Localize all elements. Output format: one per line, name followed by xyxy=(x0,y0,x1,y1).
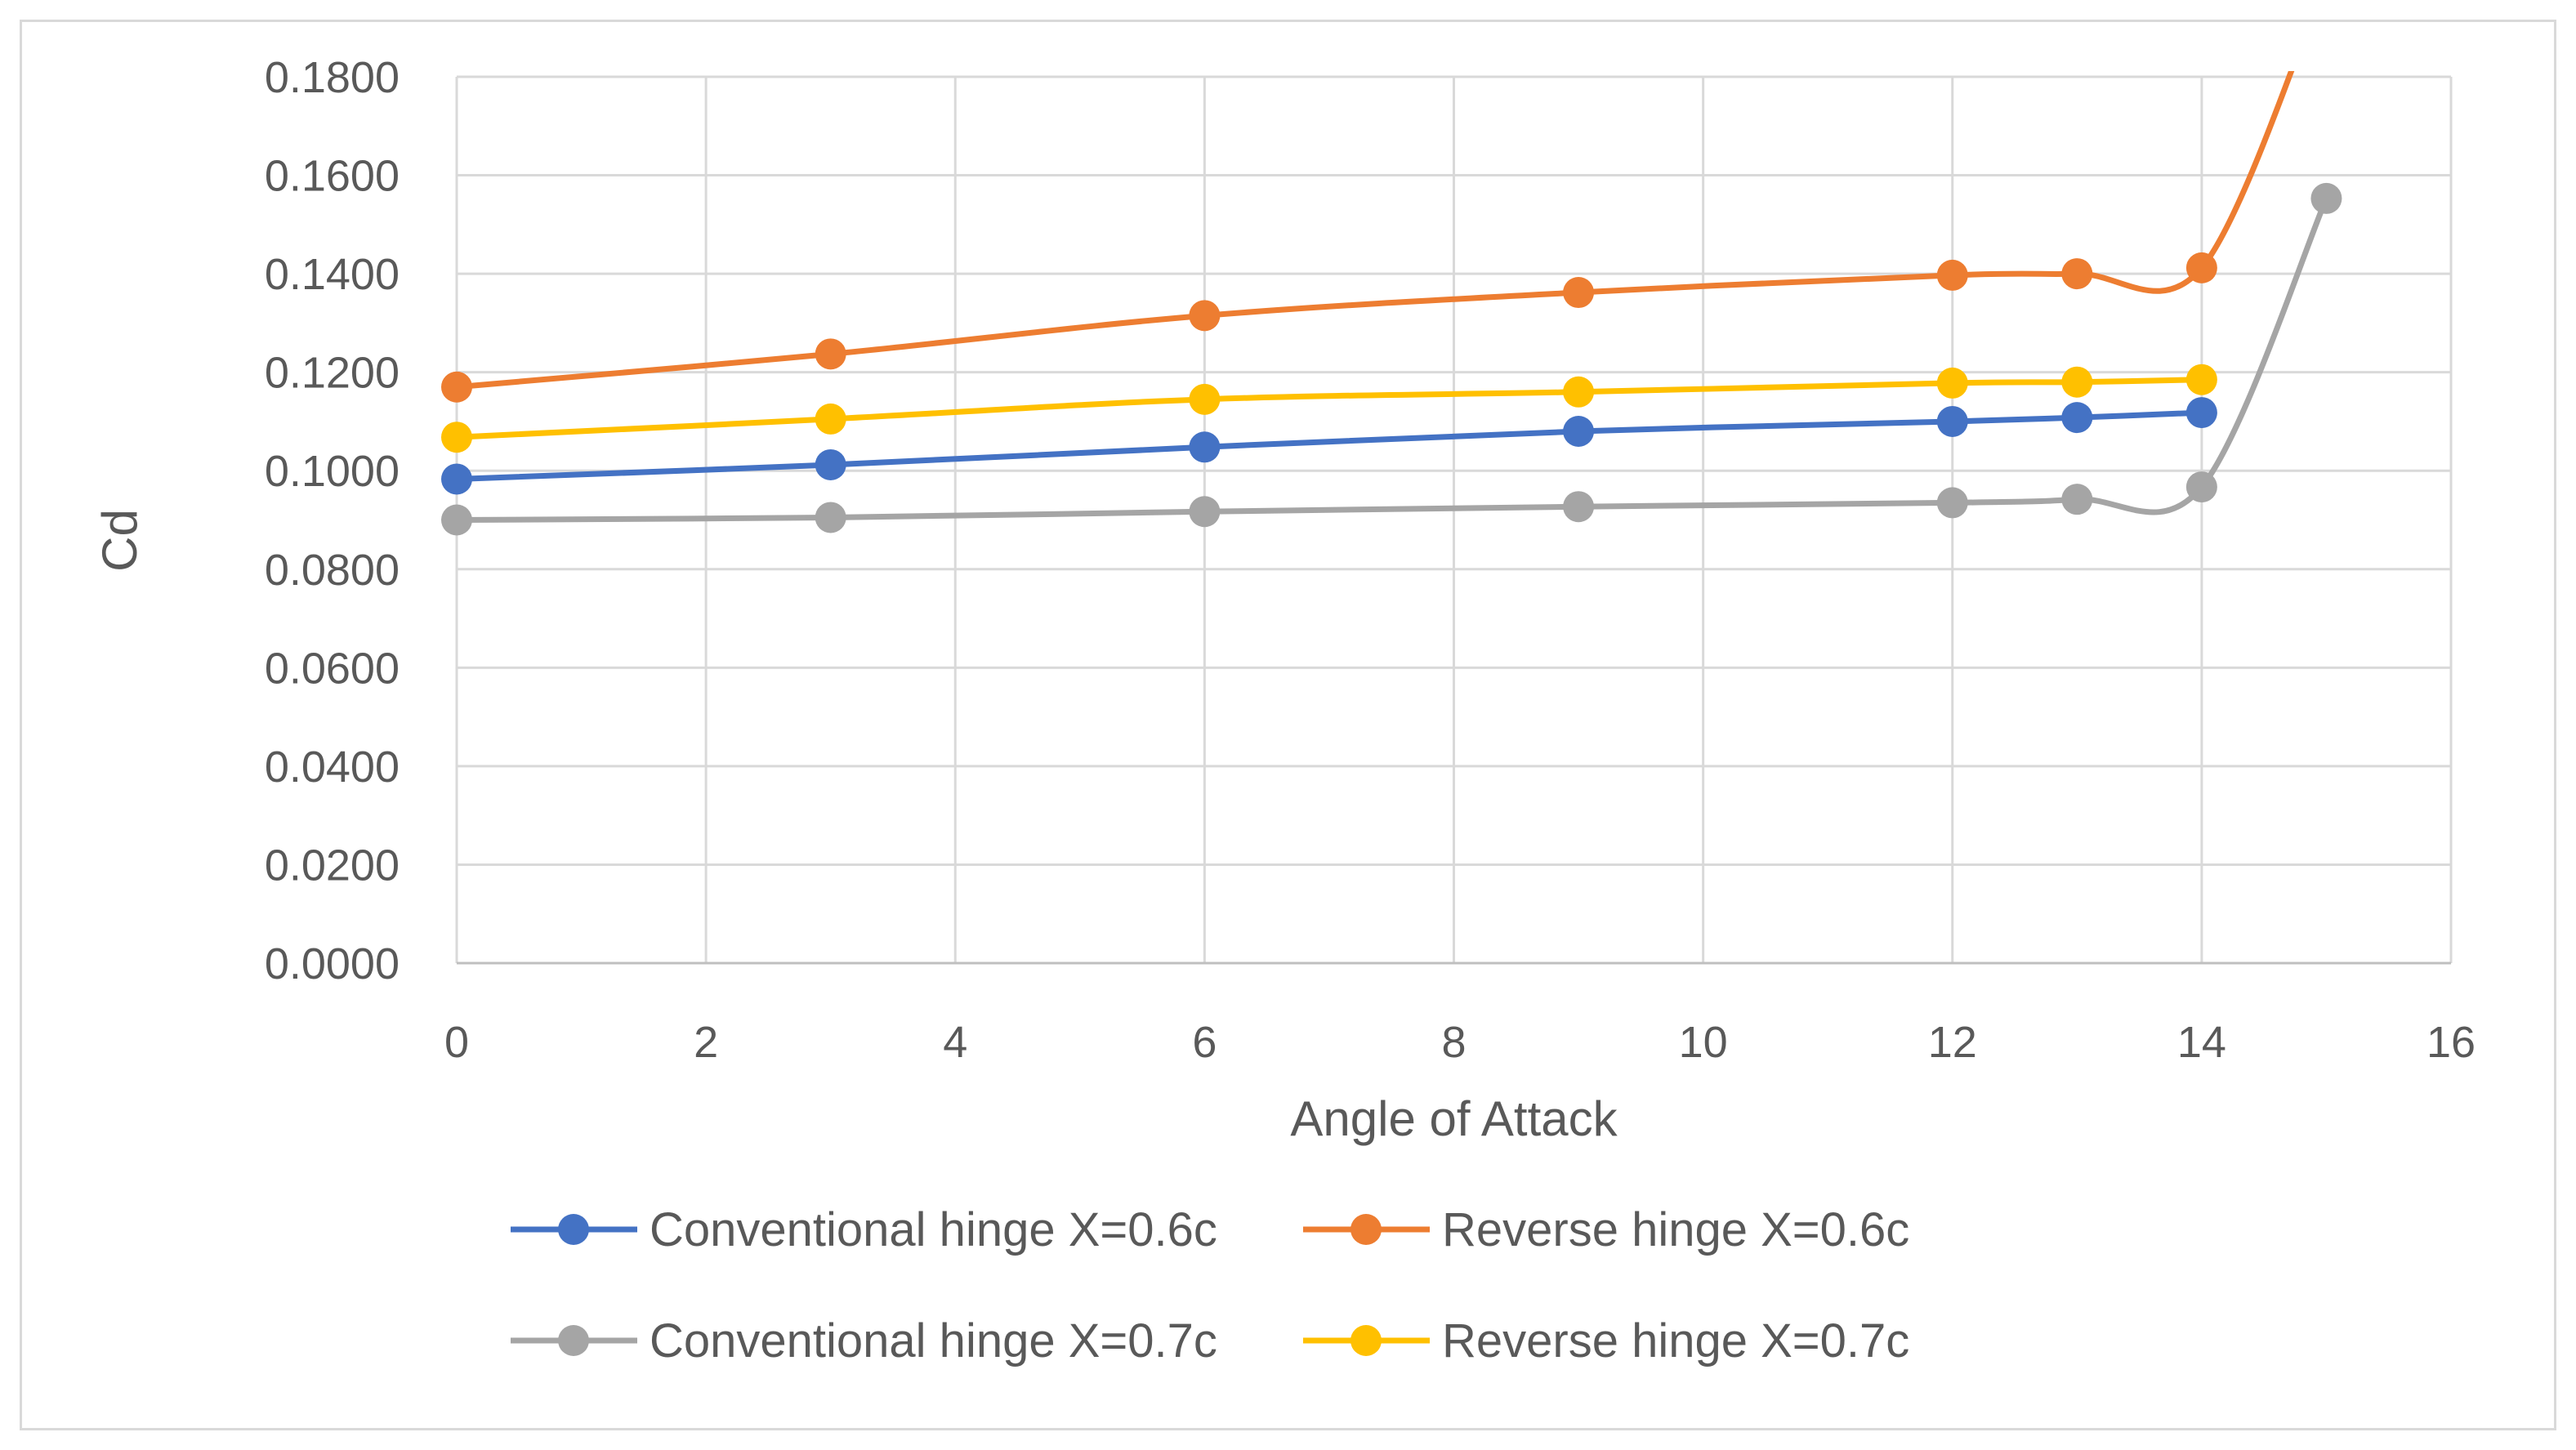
data-point xyxy=(2310,182,2342,214)
line-chart: 0.0000 0.0200 0.0400 0.0600 0.0800 0.1000 0.12… xyxy=(92,53,2476,1367)
legend-swatch-marker xyxy=(558,1214,589,1245)
data-point xyxy=(1563,376,1595,408)
series-group xyxy=(441,71,2342,536)
data-point xyxy=(1563,416,1595,447)
data-point xyxy=(2061,366,2093,398)
series-line xyxy=(456,409,2203,482)
data-point xyxy=(1189,431,1221,463)
x-axis-title: Angle of Attack xyxy=(1290,1091,1618,1146)
data-point xyxy=(441,422,472,453)
data-point xyxy=(815,502,846,533)
legend: Conventional hinge X=0.6c Reverse hinge X… xyxy=(511,1203,1909,1367)
legend-swatch-marker xyxy=(558,1325,589,1356)
legend-swatch-marker xyxy=(1351,1214,1382,1245)
y-tick-label: 0.1400 xyxy=(265,250,400,299)
data-point xyxy=(2061,484,2093,515)
data-point xyxy=(2185,364,2217,395)
data-point xyxy=(815,448,846,480)
series-line xyxy=(456,377,2202,440)
data-point xyxy=(1189,383,1221,415)
legend-label: Reverse hinge X=0.6c xyxy=(1442,1203,1909,1256)
x-tick-label: 0 xyxy=(444,1018,469,1067)
data-point xyxy=(2061,258,2093,290)
y-tick-label: 0.1200 xyxy=(265,349,400,398)
data-point xyxy=(2185,397,2217,429)
data-point xyxy=(2185,471,2217,503)
x-tick-label: 8 xyxy=(1441,1018,1466,1067)
x-tick-label: 12 xyxy=(1928,1018,1977,1067)
y-tick-label: 0.1000 xyxy=(265,447,400,496)
x-tick-label: 2 xyxy=(694,1018,718,1067)
data-point xyxy=(2061,402,2093,434)
y-axis-title: Cd xyxy=(92,509,147,572)
chart-area: 0.0000 0.0200 0.0400 0.0600 0.0800 0.1000 0.12… xyxy=(20,20,2556,1430)
data-point xyxy=(1189,300,1221,332)
data-point xyxy=(1563,491,1595,523)
legend-label: Reverse hinge X=0.7c xyxy=(1442,1314,1909,1367)
y-tick-label: 0.0400 xyxy=(265,743,400,792)
x-tick-label: 10 xyxy=(1679,1018,1728,1067)
data-point xyxy=(2185,252,2217,283)
data-point xyxy=(441,371,472,403)
x-tick-label: 16 xyxy=(2426,1018,2476,1067)
y-tick-label: 0.0000 xyxy=(265,939,400,988)
data-point xyxy=(1189,496,1221,528)
x-tick-label: 4 xyxy=(943,1018,967,1067)
data-point xyxy=(1936,259,1968,291)
data-point xyxy=(1936,367,1968,399)
data-point xyxy=(1563,277,1595,309)
y-tick-label: 0.0800 xyxy=(265,546,400,595)
data-point xyxy=(441,504,472,536)
data-point xyxy=(815,403,846,435)
x-tick-label: 6 xyxy=(1192,1018,1217,1067)
y-tick-label: 0.1800 xyxy=(265,53,400,102)
x-tick-label: 14 xyxy=(2177,1018,2226,1067)
legend-swatch-marker xyxy=(1351,1325,1382,1356)
data-point xyxy=(441,463,472,495)
tick-labels: 0.0000 0.0200 0.0400 0.0600 0.0800 0.1000 0.12… xyxy=(265,53,2476,1067)
y-tick-label: 0.1600 xyxy=(265,152,400,201)
y-tick-label: 0.0200 xyxy=(265,841,400,890)
data-point xyxy=(815,338,846,370)
data-point xyxy=(1936,405,1968,437)
data-point xyxy=(1936,487,1968,519)
legend-label: Conventional hinge X=0.6c xyxy=(650,1203,1217,1256)
legend-label: Conventional hinge X=0.7c xyxy=(650,1314,1217,1367)
y-tick-label: 0.0600 xyxy=(265,644,400,693)
